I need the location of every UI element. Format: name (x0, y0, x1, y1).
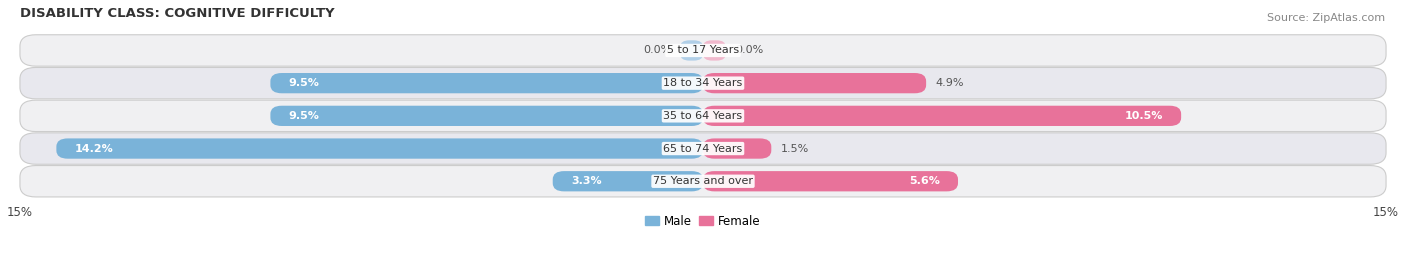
Text: 14.2%: 14.2% (75, 144, 114, 154)
Text: Source: ZipAtlas.com: Source: ZipAtlas.com (1267, 13, 1385, 23)
Legend: Male, Female: Male, Female (641, 210, 765, 232)
Text: 9.5%: 9.5% (288, 111, 319, 121)
FancyBboxPatch shape (20, 100, 1386, 132)
Text: 5.6%: 5.6% (908, 176, 939, 186)
FancyBboxPatch shape (20, 35, 1386, 66)
Text: 0.0%: 0.0% (735, 45, 763, 55)
FancyBboxPatch shape (270, 106, 703, 126)
FancyBboxPatch shape (553, 171, 703, 191)
FancyBboxPatch shape (56, 139, 703, 159)
Text: 1.5%: 1.5% (780, 144, 808, 154)
FancyBboxPatch shape (703, 73, 927, 93)
Text: 35 to 64 Years: 35 to 64 Years (664, 111, 742, 121)
FancyBboxPatch shape (703, 139, 772, 159)
Text: DISABILITY CLASS: COGNITIVE DIFFICULTY: DISABILITY CLASS: COGNITIVE DIFFICULTY (20, 7, 335, 20)
FancyBboxPatch shape (270, 73, 703, 93)
Text: 10.5%: 10.5% (1125, 111, 1163, 121)
Text: 3.3%: 3.3% (571, 176, 602, 186)
FancyBboxPatch shape (20, 68, 1386, 99)
FancyBboxPatch shape (20, 133, 1386, 164)
Text: 4.9%: 4.9% (935, 78, 963, 88)
Text: 5 to 17 Years: 5 to 17 Years (666, 45, 740, 55)
FancyBboxPatch shape (703, 106, 1181, 126)
Text: 18 to 34 Years: 18 to 34 Years (664, 78, 742, 88)
FancyBboxPatch shape (703, 40, 725, 61)
Text: 0.0%: 0.0% (643, 45, 671, 55)
FancyBboxPatch shape (20, 165, 1386, 197)
FancyBboxPatch shape (681, 40, 703, 61)
Text: 65 to 74 Years: 65 to 74 Years (664, 144, 742, 154)
FancyBboxPatch shape (703, 171, 957, 191)
Text: 9.5%: 9.5% (288, 78, 319, 88)
Text: 75 Years and over: 75 Years and over (652, 176, 754, 186)
